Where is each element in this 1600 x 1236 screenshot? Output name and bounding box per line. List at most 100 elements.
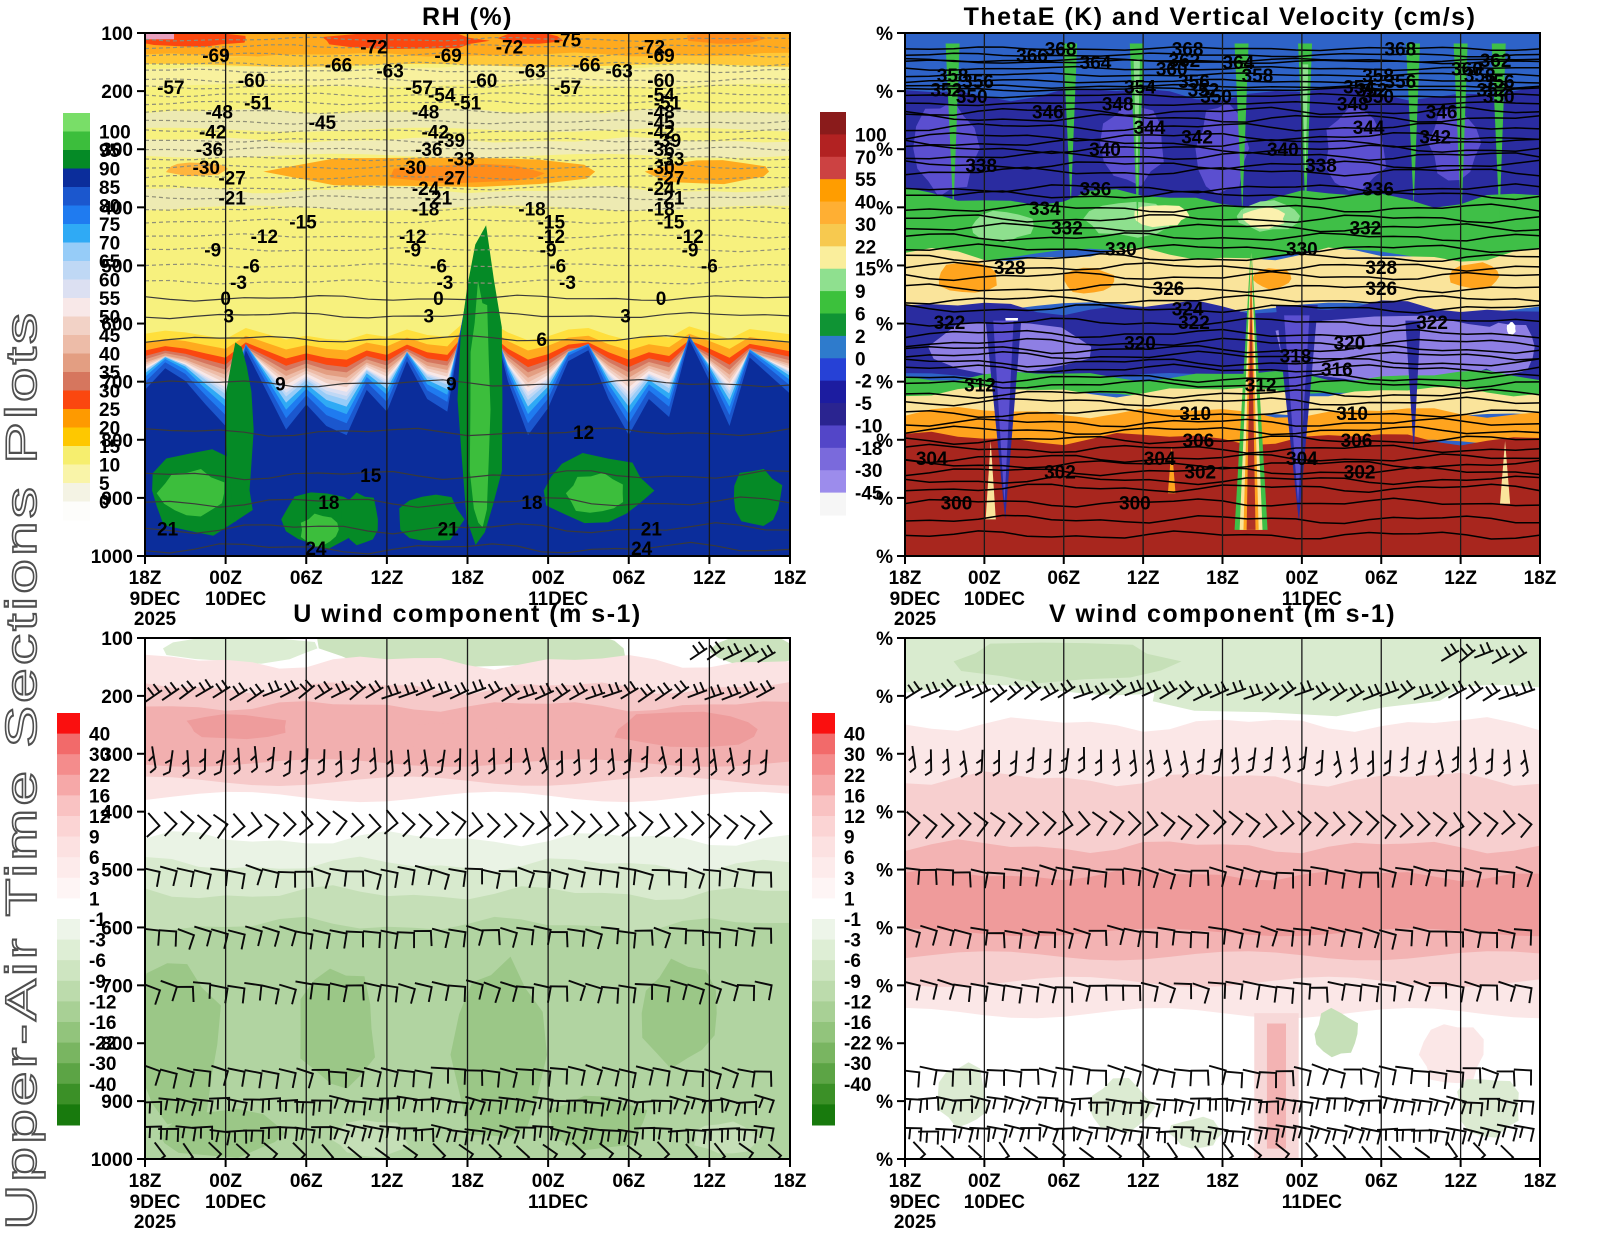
contour-label: -27	[438, 168, 465, 189]
colorbar-label: 100	[99, 123, 131, 144]
colorbar-swatch	[57, 1022, 80, 1044]
colorbar-label: 80	[99, 197, 120, 218]
panel-title-thetae: ThetaE (K) and Vertical Velocity (cm/s)	[963, 3, 1477, 31]
contour-label: -9	[204, 241, 221, 262]
time-axis-labels: 18Z 00Z 06Z 12Z 18Z 00Z 06Z 12Z 18Z9DEC202510DEC…	[889, 568, 1557, 630]
y-tick-label: %	[876, 24, 893, 45]
contour-label: 0	[656, 289, 667, 310]
contour-label: -3	[436, 273, 453, 294]
contour-label: 336	[1362, 179, 1394, 200]
panel-v: %%%%%%%%%%18Z 00Z 06Z 12Z 18Z 00Z 06Z 12Z 18Z9DE…	[812, 629, 1557, 1233]
colorbar-swatch	[63, 372, 90, 391]
contour-label: 358	[937, 66, 969, 87]
y-tick-label: 500	[101, 861, 133, 882]
contour-label: -39	[654, 131, 681, 152]
contour-label: -45	[647, 113, 675, 134]
contour-label: -51	[244, 94, 272, 115]
colorbar-swatch	[812, 1083, 835, 1105]
colorbar-swatch	[820, 201, 846, 225]
colorbar-label: 70	[99, 234, 120, 255]
colorbar-swatch	[63, 298, 90, 317]
x-tick-label: 18Z	[1524, 1171, 1557, 1192]
colorbar-label: 16	[89, 786, 110, 807]
contour-label: -63	[605, 62, 632, 83]
colorbar-label: 40	[844, 725, 865, 746]
contour-label: -12	[251, 227, 278, 248]
contour-label: 366	[1016, 46, 1048, 67]
wind-barb-row	[150, 1141, 783, 1159]
x-tick-label: 18Z	[1524, 568, 1557, 589]
contour-label: -36	[415, 140, 442, 161]
colorbar-swatch	[63, 427, 90, 447]
colorbar-label: 16	[844, 786, 865, 807]
y-tick-label: %	[876, 687, 893, 708]
wind-barb-row	[905, 924, 1533, 950]
contour-label: -30	[399, 158, 426, 179]
contour-label: 300	[1119, 494, 1151, 515]
colorbar-swatch	[57, 1083, 80, 1105]
x-tick-label: 00Z	[532, 568, 565, 589]
contour-label: -63	[376, 62, 403, 83]
wind-barb-row	[905, 1095, 1535, 1118]
y-tick-label: %	[876, 976, 893, 997]
contour-label: 342	[1419, 128, 1451, 149]
contour-label: -24	[647, 179, 675, 200]
contour-labels: -75-72 -72 -72-69 -69 -69-66 -66-63 -63 -63-60-…	[157, 30, 718, 560]
contour-label: -72	[496, 38, 523, 59]
y-tick-label: 300	[101, 140, 133, 161]
colorbar-label: -12	[844, 992, 871, 1013]
colorbar-label: 45	[99, 326, 121, 347]
contour-label: 302	[1184, 462, 1216, 483]
contour-label: -15	[657, 212, 685, 233]
x-tick-label: 06Z	[1047, 568, 1080, 589]
date-label: 11DEC	[1282, 589, 1342, 610]
contour-label: 346	[1426, 102, 1458, 123]
wind-barb-row	[905, 1063, 1533, 1090]
x-tick-label: 18Z	[451, 568, 484, 589]
y-tick-label: %	[876, 198, 893, 219]
contour-label: 356	[962, 72, 994, 93]
y-tick-label: %	[876, 82, 893, 103]
colorbar-label: 40	[89, 725, 110, 746]
x-tick-label: 12Z	[693, 568, 726, 589]
colorbar-label: 55	[855, 170, 877, 191]
contour-label: 356	[1483, 72, 1515, 93]
colorbar-label: 30	[99, 382, 120, 403]
contour-label: 320	[1334, 334, 1366, 355]
wind-barb-row	[145, 924, 773, 950]
contour-label: -48	[647, 102, 674, 123]
y-tick-label: %	[876, 803, 893, 824]
x-tick-label: 18Z	[129, 568, 162, 589]
x-tick-label: 18Z	[451, 1171, 484, 1192]
colorbar-label: 95	[99, 141, 121, 162]
contour-label: -15	[538, 212, 566, 233]
contour-label: 322	[1178, 313, 1210, 334]
y-tick-label: %	[876, 918, 893, 939]
y-tick-label: %	[876, 1150, 893, 1171]
y-tick-label: %	[876, 373, 893, 394]
contour-label: 336	[1080, 179, 1112, 200]
colorbar-swatch	[57, 754, 80, 776]
colorbar-label: 40	[855, 193, 876, 214]
contour-label: 362	[1169, 51, 1201, 72]
colorbar-label: 35	[99, 363, 121, 384]
contour-label: -66	[325, 55, 352, 76]
contour-label: 3	[224, 306, 235, 327]
contour-label: 358	[1464, 66, 1496, 87]
x-tick-label: 06Z	[612, 568, 645, 589]
colorbar-swatch	[57, 836, 80, 858]
colorbar-label: 6	[855, 305, 866, 326]
contour-label: 310	[1336, 404, 1368, 425]
contour-label: 324	[1172, 300, 1204, 321]
colorbar-label: 1	[89, 889, 100, 910]
colorbar-label: 75	[99, 215, 121, 236]
colorbar-label: 25	[99, 400, 121, 421]
y-tick-label: 700	[101, 373, 133, 394]
colorbar-swatch	[820, 358, 846, 382]
date-label: 2025	[134, 1212, 177, 1233]
contour-label: -51	[454, 94, 482, 115]
contour-label: 338	[1305, 156, 1337, 177]
colorbar-swatch	[63, 131, 90, 151]
